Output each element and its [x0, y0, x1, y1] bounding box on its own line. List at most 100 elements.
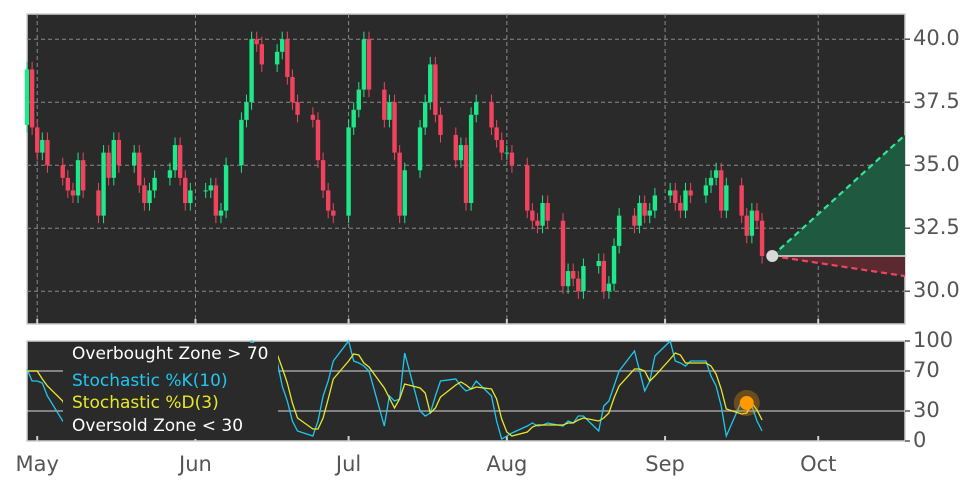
candle-body — [310, 114, 316, 120]
x-tick-label: Jul — [334, 452, 361, 476]
candle-body — [739, 185, 744, 216]
candle-body — [616, 215, 622, 246]
candle-body — [331, 210, 336, 216]
candle-body — [417, 127, 423, 171]
candle-body — [463, 145, 469, 204]
legend-entry: Stochastic %K(10) — [72, 371, 228, 391]
candle-body — [239, 119, 244, 166]
candle-body — [749, 210, 755, 236]
candle-body — [244, 102, 249, 120]
candle-body — [504, 152, 510, 154]
candle-body — [458, 145, 464, 161]
candle-body — [724, 185, 729, 211]
candle-body — [75, 160, 81, 196]
legend-box — [63, 343, 278, 439]
candle-body — [545, 203, 550, 221]
candle-body — [667, 190, 673, 196]
candle-body — [468, 114, 474, 204]
candle-body — [172, 145, 178, 171]
candle-body — [254, 39, 259, 45]
y-tick-label: 100 — [913, 328, 953, 352]
candle-body — [213, 185, 219, 216]
candle-body — [29, 69, 35, 128]
candle-body — [96, 190, 101, 216]
marker — [739, 396, 754, 410]
x-tick-label: Aug — [486, 452, 527, 476]
candle-body — [652, 195, 658, 211]
candle-body — [80, 160, 86, 191]
candle-body — [325, 190, 331, 211]
candle-body — [637, 203, 642, 226]
x-tick-label: Oct — [800, 452, 836, 476]
y-tick-label: 0 — [913, 428, 926, 452]
candle-body — [35, 127, 40, 153]
candle-body — [208, 185, 213, 191]
candle-body — [285, 39, 290, 78]
candle-body — [249, 39, 254, 103]
legend-entry: Oversold Zone < 30 — [72, 416, 243, 436]
candle-body — [361, 39, 367, 90]
candle-body — [632, 215, 637, 226]
candle-body — [535, 220, 540, 226]
candle-body — [683, 190, 688, 211]
candle-body — [392, 102, 397, 153]
x-tick-label: Jun — [177, 452, 212, 476]
x-tick-label: May — [15, 452, 58, 476]
price-plot: 30.0 32.5 35.0 37.5 40.0 — [24, 14, 960, 324]
candle-body — [24, 69, 30, 125]
y-tick-label: 35.0 — [913, 152, 960, 176]
candle-body — [754, 210, 760, 221]
candle-body — [576, 278, 581, 292]
candle-body — [596, 260, 601, 267]
y-tick-label: 40.0 — [913, 26, 960, 50]
candle-body — [366, 39, 372, 90]
candle-body — [280, 39, 285, 52]
candle-body — [167, 170, 173, 178]
forecast-lower-area — [772, 255, 905, 277]
candle-body — [382, 89, 387, 120]
candle-body — [188, 190, 193, 204]
y-tick-label: 37.5 — [913, 89, 960, 113]
x-tick-label: Sep — [645, 452, 685, 476]
y-tick-label: 32.5 — [913, 215, 960, 239]
candle-body — [606, 283, 612, 292]
candle-body — [453, 134, 458, 161]
stochastic-plot: May Jun Jul Aug Sep Oct 0 30 70 100 Overbought Zon… — [15, 328, 953, 476]
candle-body — [101, 152, 106, 216]
candle-body — [422, 102, 428, 128]
candle-body — [177, 145, 183, 178]
forecast-lower-line — [772, 254, 906, 278]
candle-body — [678, 203, 683, 211]
candle-body — [673, 190, 678, 204]
legend-entry: Overbought Zone > 70 — [72, 344, 268, 364]
candle-body — [509, 152, 515, 166]
candle-body — [60, 165, 65, 178]
candle-body — [565, 271, 571, 287]
candle-body — [223, 165, 229, 211]
candle-body — [65, 177, 71, 191]
candle-body — [351, 109, 356, 128]
candle-body — [540, 203, 545, 226]
candle-body — [530, 210, 535, 221]
candle-body — [387, 102, 392, 120]
candle-body — [274, 51, 280, 65]
legend-entry: Stochastic %D(3) — [72, 393, 219, 413]
candle-body — [744, 215, 749, 236]
candle-body — [474, 102, 479, 115]
candle-body — [611, 245, 617, 284]
candle-body — [489, 102, 494, 128]
candle-body — [70, 190, 76, 196]
candle-body — [499, 140, 504, 153]
candle-body — [570, 271, 576, 279]
candle-body — [45, 140, 50, 166]
candle-body — [703, 185, 709, 196]
candle-body — [295, 102, 300, 115]
candle-body — [397, 152, 402, 216]
candle-body — [152, 177, 157, 191]
candle-body — [147, 190, 152, 204]
candle-body — [759, 220, 765, 256]
candle-body — [40, 140, 45, 153]
y-tick-label: 70 — [913, 358, 940, 382]
y-tick-label: 30.0 — [913, 278, 960, 302]
